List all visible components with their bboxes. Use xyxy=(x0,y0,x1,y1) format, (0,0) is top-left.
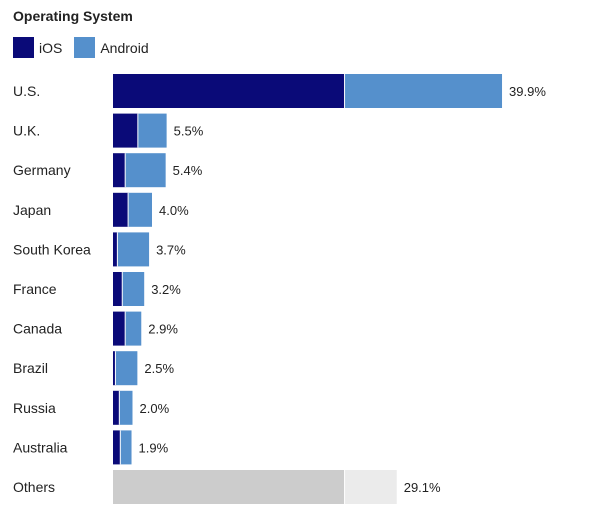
bar-france-ios xyxy=(113,272,123,306)
category-label-france: France xyxy=(13,281,57,297)
legend-label-android: Android xyxy=(100,39,149,56)
bar-south-korea-ios xyxy=(113,232,118,267)
bar-others-ios xyxy=(113,470,346,504)
value-label-russia: 2.0% xyxy=(140,401,170,416)
category-label-south-korea: South Korea xyxy=(13,241,91,257)
bar-u-k-android xyxy=(138,113,167,148)
bar-germany-android xyxy=(125,153,166,188)
bar-japan-android xyxy=(128,192,152,227)
bar-south-korea-android xyxy=(117,232,150,267)
category-label-u-s: U.S. xyxy=(13,83,40,99)
value-label-others: 29.1% xyxy=(404,480,441,495)
bar-u-s-android xyxy=(345,74,503,108)
bar-russia-android xyxy=(119,390,133,425)
bar-australia-ios xyxy=(113,430,121,465)
value-label-brazil: 2.5% xyxy=(144,361,174,376)
category-label-russia: Russia xyxy=(13,400,56,416)
category-label-brazil: Brazil xyxy=(13,360,48,376)
legend: iOS Android xyxy=(13,37,161,58)
bar-u-k-ios xyxy=(113,113,139,148)
bar-germany-ios xyxy=(113,153,126,188)
bar-brazil-android xyxy=(115,351,138,386)
value-label-south-korea: 3.7% xyxy=(156,242,186,257)
bar-france-android xyxy=(122,272,145,306)
value-label-germany: 5.4% xyxy=(173,163,203,178)
category-label-japan: Japan xyxy=(13,202,51,218)
bar-australia-android xyxy=(120,430,132,465)
value-label-japan: 4.0% xyxy=(159,203,189,218)
legend-swatch-android xyxy=(74,37,96,58)
value-label-france: 3.2% xyxy=(151,282,181,297)
bar-canada-ios xyxy=(113,311,126,346)
bar-canada-android xyxy=(125,311,142,346)
category-label-u-k: U.K. xyxy=(13,123,40,139)
category-label-canada: Canada xyxy=(13,321,62,337)
value-label-australia: 1.9% xyxy=(139,440,169,455)
legend-swatch-ios xyxy=(13,37,34,58)
bar-russia-ios xyxy=(113,390,120,425)
value-label-u-s: 39.9% xyxy=(509,84,546,99)
value-label-canada: 2.9% xyxy=(148,322,178,337)
bar-u-s-ios xyxy=(113,74,346,108)
value-label-u-k: 5.5% xyxy=(174,124,204,139)
bar-others-android xyxy=(345,470,397,504)
legend-label-ios: iOS xyxy=(39,39,63,56)
legend-item-android: Android xyxy=(74,37,149,58)
category-label-germany: Germany xyxy=(13,162,71,178)
category-label-others: Others xyxy=(13,479,55,495)
legend-item-ios: iOS xyxy=(13,37,62,58)
bar-japan-ios xyxy=(113,192,129,227)
bar-brazil-ios xyxy=(113,351,116,386)
category-label-australia: Australia xyxy=(13,439,68,455)
chart-title: Operating System xyxy=(13,8,133,24)
